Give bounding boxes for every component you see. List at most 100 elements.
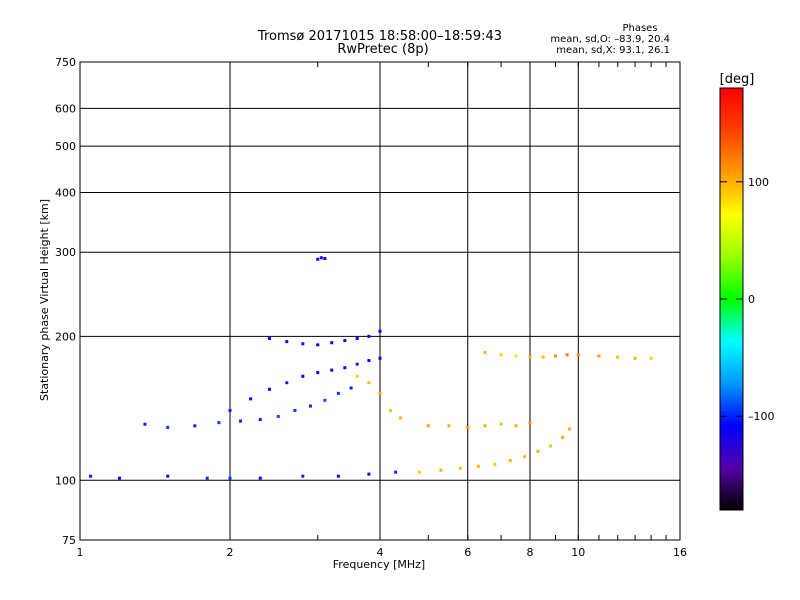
data-point	[483, 351, 487, 355]
data-point	[316, 343, 320, 347]
data-point	[301, 374, 305, 378]
stats-line-o: mean, sd,O: –83.9, 20.4	[550, 34, 670, 45]
colorbar-tick-label: 100	[748, 176, 769, 189]
data-point	[567, 427, 571, 431]
chart-subtitle: RwPretec (8p)	[337, 42, 428, 57]
data-point	[267, 336, 271, 340]
data-point	[389, 408, 393, 412]
data-point	[319, 256, 323, 260]
axes: 1 2 4 6 8 10 16 75 100 200 300 400 500 600 750	[55, 56, 687, 559]
data-point	[499, 353, 503, 357]
data-point	[316, 371, 320, 375]
x-tick-label: 6	[464, 546, 471, 559]
data-point	[399, 416, 403, 420]
data-point	[355, 374, 359, 378]
stats-heading: Phases	[622, 23, 657, 34]
data-point	[367, 381, 371, 385]
y-tick-label: 75	[62, 534, 76, 547]
data-point	[447, 424, 451, 428]
data-point	[378, 329, 382, 333]
data-point	[285, 381, 289, 385]
data-point	[508, 458, 512, 462]
data-point	[553, 354, 557, 358]
data-point	[355, 336, 359, 340]
data-point	[367, 359, 371, 363]
data-point	[166, 474, 170, 478]
stats-line-x: mean, sd,X: 93.1, 26.1	[556, 45, 670, 56]
data-point	[597, 354, 601, 358]
data-point	[301, 342, 305, 346]
data-point	[616, 355, 620, 359]
data-point	[143, 422, 147, 426]
data-point	[493, 462, 497, 466]
data-point	[549, 444, 553, 448]
data-point	[239, 419, 243, 423]
data-point	[349, 386, 353, 390]
data-point	[426, 424, 430, 428]
data-point	[528, 355, 532, 359]
data-point	[499, 422, 503, 426]
data-point	[514, 424, 518, 428]
data-point	[367, 472, 371, 476]
colorbar-tick-label: –100	[748, 410, 775, 423]
data-point	[565, 353, 569, 357]
data-point	[258, 476, 262, 480]
y-tick-label: 300	[55, 246, 76, 259]
data-point	[514, 354, 518, 358]
data-point	[394, 470, 398, 474]
data-point	[343, 366, 347, 370]
data-points	[89, 256, 653, 480]
y-tick-label: 600	[55, 102, 76, 115]
colorbar-tick-label: 0	[748, 293, 755, 306]
x-tick-label: 8	[527, 546, 534, 559]
data-point	[228, 476, 232, 480]
data-point	[367, 334, 371, 338]
x-tick-label: 10	[571, 546, 585, 559]
data-point	[293, 408, 297, 412]
data-point	[166, 425, 170, 429]
data-point	[285, 340, 289, 344]
data-point	[89, 474, 93, 478]
data-point	[649, 356, 653, 360]
y-tick-label: 400	[55, 186, 76, 199]
data-point	[228, 408, 232, 412]
data-point	[249, 397, 253, 401]
x-tick-label: 2	[227, 546, 234, 559]
data-point	[258, 418, 262, 422]
data-point	[576, 353, 580, 357]
data-point	[458, 466, 462, 470]
plot-area	[79, 61, 681, 541]
y-tick-label: 500	[55, 140, 76, 153]
data-point	[217, 421, 221, 425]
data-point	[267, 387, 271, 391]
data-point	[378, 356, 382, 360]
colorbar: [deg] 100 0 –100	[719, 72, 775, 511]
data-point	[336, 474, 340, 478]
data-point	[633, 356, 637, 360]
data-point	[523, 455, 527, 459]
data-point	[193, 424, 197, 428]
data-point	[439, 468, 443, 472]
x-axis-label: Frequency [MHz]	[333, 558, 425, 571]
data-point	[355, 362, 359, 366]
x-tick-label: 1	[77, 546, 84, 559]
data-point	[330, 341, 334, 345]
data-point	[330, 368, 334, 372]
data-point	[343, 339, 347, 343]
data-point	[336, 391, 340, 395]
x-tick-label: 16	[673, 546, 687, 559]
data-point	[417, 470, 421, 474]
y-tick-label: 100	[55, 474, 76, 487]
colorbar-label: [deg]	[720, 72, 755, 87]
data-point	[483, 424, 487, 428]
data-point	[276, 414, 280, 418]
data-point	[301, 474, 305, 478]
chart-title: Tromsø 20171015 18:58:00–18:59:43	[257, 29, 502, 44]
data-point	[528, 421, 532, 425]
data-point	[316, 257, 320, 261]
y-tick-label: 750	[55, 56, 76, 69]
x-tick-label: 4	[377, 546, 384, 559]
data-point	[205, 476, 209, 480]
y-tick-label: 200	[55, 330, 76, 343]
